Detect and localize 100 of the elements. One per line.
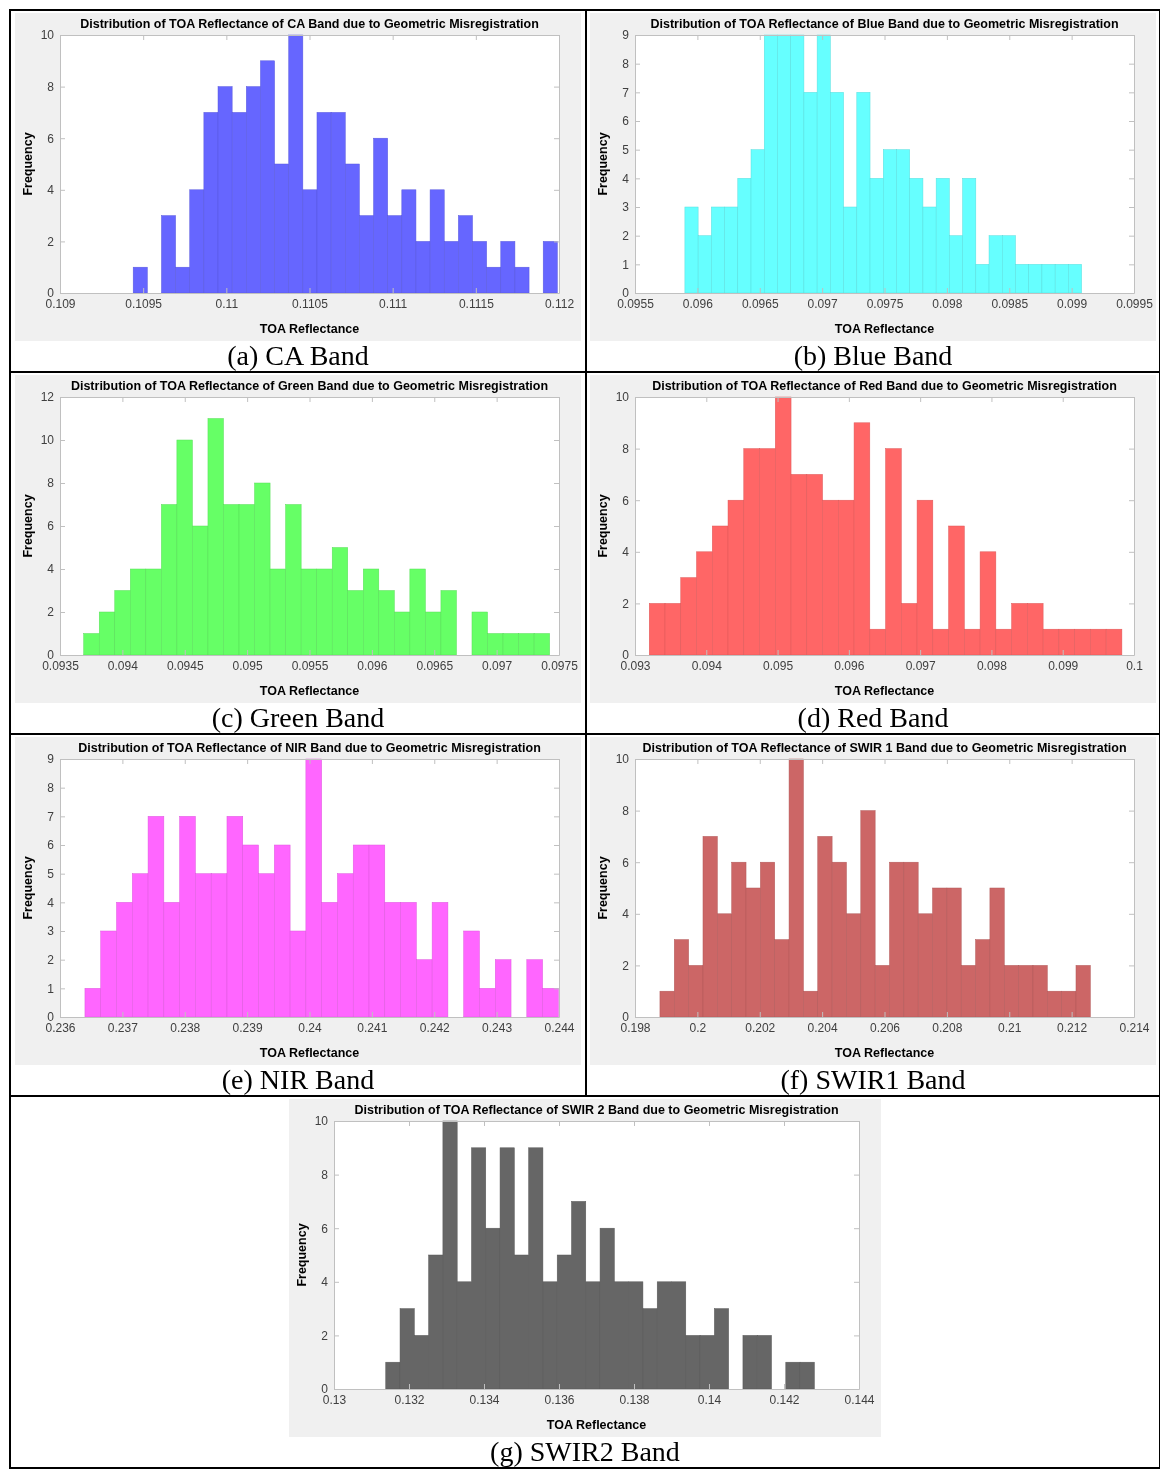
chart-title: Distribution of TOA Reflectance of Green Band due to Geometric Misregistration	[70, 379, 549, 393]
y-tick-label: 2	[321, 1328, 329, 1343]
x-tick-label: 0.238	[170, 1020, 201, 1035]
y-tick-label: 4	[47, 895, 55, 910]
x-tick-label: 0.0975	[541, 658, 579, 673]
x-tick-label: 0.111	[379, 296, 408, 311]
y-tick-label: 8	[47, 79, 55, 94]
x-tick-label: 0.1	[1126, 658, 1144, 673]
x-tick-label: 0.095	[763, 658, 794, 673]
x-tick-label: 0.109	[45, 296, 76, 311]
text: (f) SWIR1 Band	[780, 1064, 966, 1095]
x-tick-label: 0.239	[232, 1020, 263, 1035]
text: (c) Green Band	[211, 702, 385, 733]
y-tick-label: 8	[47, 781, 55, 796]
x-tick-label: 0.095	[232, 658, 263, 673]
x-tick-label: 0.097	[482, 658, 513, 673]
y-tick-label: 2	[47, 953, 55, 968]
y-tick-label: 2	[622, 596, 630, 611]
x-tick-label: 0.198	[620, 1020, 651, 1035]
y-tick-label: 10	[40, 433, 55, 448]
chart-title: Distribution of TOA Reflectance of Blue Band due to Geometric Misregistration	[650, 17, 1119, 31]
y-tick-label: 6	[622, 114, 630, 129]
x-tick-label: 0.0955	[617, 296, 655, 311]
x-tick-label: 0.11	[215, 296, 239, 311]
y-tick-label: 7	[622, 85, 630, 100]
y-tick-label: 9	[622, 28, 630, 43]
x-tick-label: 0.0995	[1116, 296, 1154, 311]
y-tick-label: 8	[622, 441, 630, 456]
x-tick-label: 0.098	[932, 296, 963, 311]
x-tick-label: 0.144	[844, 1392, 875, 1407]
x-tick-label: 0.237	[107, 1020, 139, 1035]
x-tick-label: 0.112	[544, 296, 575, 311]
y-tick-label: 8	[321, 1167, 329, 1182]
x-tick-label: 0.214	[1119, 1020, 1150, 1035]
x-tick-label: 0.2	[689, 1020, 707, 1035]
y-tick-label: 1	[622, 257, 630, 272]
y-tick-label: 8	[622, 57, 630, 72]
x-tick-label: 0.0965	[741, 296, 779, 311]
x-tick-label: 0.21	[998, 1020, 1022, 1035]
chart-title: Distribution of TOA Reflectance of SWIR 2 Band due to Geometric Misregistration	[354, 1103, 839, 1117]
y-tick-label: 2	[47, 605, 55, 620]
x-tick-label: 0.096	[834, 658, 865, 673]
x-tick-label: 0.241	[357, 1020, 388, 1035]
x-tick-label: 0.098	[976, 658, 1008, 673]
x-axis-title: TOA Reflectance	[834, 322, 935, 336]
y-tick-label: 1	[47, 981, 55, 996]
y-tick-label: 5	[47, 867, 55, 882]
chart-title: Distribution of TOA Reflectance of SWIR 1 Band due to Geometric Misregistration	[642, 741, 1127, 755]
y-axis-title: Frequency	[596, 494, 610, 558]
x-tick-label: 0.094	[107, 658, 139, 673]
x-tick-label: 0.24	[298, 1020, 322, 1035]
x-tick-label: 0.132	[394, 1392, 425, 1407]
y-tick-label: 5	[622, 143, 630, 158]
y-tick-label: 6	[47, 131, 55, 146]
y-tick-label: 4	[321, 1275, 329, 1290]
y-tick-label: 8	[47, 476, 55, 491]
x-tick-label: 0.094	[691, 658, 723, 673]
y-axis-title: Frequency	[21, 494, 35, 558]
y-axis-title: Frequency	[596, 132, 610, 196]
y-tick-label: 6	[47, 838, 55, 853]
y-tick-label: 4	[622, 171, 630, 186]
x-axis-title: TOA Reflectance	[259, 1046, 360, 1060]
x-tick-label: 0.0985	[991, 296, 1029, 311]
y-tick-label: 4	[622, 907, 630, 922]
y-axis-title: Frequency	[21, 132, 35, 196]
x-tick-label: 0.097	[807, 296, 838, 311]
x-tick-label: 0.243	[482, 1020, 513, 1035]
y-tick-label: 3	[622, 200, 630, 215]
x-tick-label: 0.136	[544, 1392, 575, 1407]
x-tick-label: 0.212	[1057, 1020, 1088, 1035]
x-tick-label: 0.13	[322, 1392, 347, 1407]
y-tick-label: 4	[47, 183, 55, 198]
y-tick-label: 12	[40, 390, 55, 405]
x-tick-label: 0.14	[697, 1392, 722, 1407]
x-tick-label: 0.096	[357, 658, 388, 673]
x-tick-label: 0.099	[1048, 658, 1079, 673]
x-tick-label: 0.142	[769, 1392, 800, 1407]
x-axis-title: TOA Reflectance	[259, 684, 360, 698]
x-tick-label: 0.0935	[42, 658, 80, 673]
x-tick-label: 0.097	[905, 658, 936, 673]
y-tick-label: 10	[40, 28, 55, 43]
chart-title: Distribution of TOA Reflectance of CA Band due to Geometric Misregistration	[80, 17, 539, 31]
x-axis-title: TOA Reflectance	[546, 1418, 647, 1432]
text: (b) Blue Band	[793, 340, 953, 371]
x-tick-label: 0.242	[419, 1020, 451, 1035]
y-tick-label: 6	[622, 493, 630, 508]
x-tick-label: 0.138	[619, 1392, 650, 1407]
y-axis-title: Frequency	[295, 1223, 309, 1287]
y-tick-label: 2	[622, 958, 630, 973]
x-tick-label: 0.096	[682, 296, 714, 311]
x-tick-label: 0.099	[1057, 296, 1088, 311]
y-tick-label: 10	[314, 1114, 329, 1129]
y-tick-label: 9	[47, 752, 55, 767]
chart-title: Distribution of TOA Reflectance of Red Band due to Geometric Misregistration	[652, 379, 1117, 393]
x-tick-label: 0.0975	[866, 296, 904, 311]
y-tick-label: 4	[622, 545, 630, 560]
x-tick-label: 0.093	[620, 658, 651, 673]
y-tick-label: 2	[47, 234, 55, 249]
text: (a) CA Band	[227, 340, 369, 371]
text: (d) Red Band	[797, 702, 949, 733]
